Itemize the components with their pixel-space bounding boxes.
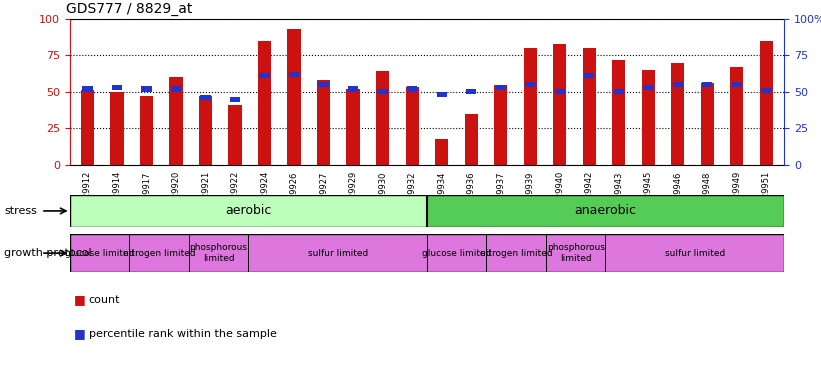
Text: sulfur limited: sulfur limited (665, 249, 725, 258)
Bar (427, 195, 784, 227)
Bar (287, 29, 300, 165)
Bar (112, 85, 122, 90)
Bar (671, 63, 685, 165)
Bar (612, 60, 626, 165)
Text: count: count (89, 295, 120, 305)
Bar (259, 73, 270, 78)
Text: ■: ■ (74, 327, 85, 340)
Bar (494, 85, 507, 165)
Bar (761, 88, 772, 93)
Bar (70, 234, 130, 272)
Bar (427, 234, 487, 272)
Text: ■: ■ (74, 294, 85, 306)
Bar (230, 97, 241, 102)
Bar (189, 234, 249, 272)
Text: growth protocol: growth protocol (4, 248, 92, 258)
Bar (642, 70, 655, 165)
Bar (553, 44, 566, 165)
Bar (486, 234, 546, 272)
Bar (141, 86, 152, 92)
Bar (80, 90, 94, 165)
Bar (546, 234, 606, 272)
Bar (583, 48, 596, 165)
Bar (130, 234, 189, 272)
Bar (524, 48, 537, 165)
Bar (672, 82, 683, 87)
Bar (70, 195, 427, 227)
Bar (613, 89, 624, 94)
Bar (171, 86, 181, 92)
Bar (289, 72, 300, 77)
Bar (346, 89, 360, 165)
Bar (435, 139, 448, 165)
Bar (140, 96, 154, 165)
Text: stress: stress (4, 206, 37, 216)
Bar (437, 92, 447, 98)
Bar (730, 67, 744, 165)
Text: GDS777 / 8829_at: GDS777 / 8829_at (67, 2, 193, 16)
Text: nitrogen limited: nitrogen limited (123, 249, 195, 258)
Bar (732, 82, 742, 87)
Bar (407, 86, 417, 92)
Text: glucose limited: glucose limited (422, 249, 492, 258)
Bar (200, 95, 211, 100)
Bar (378, 89, 388, 94)
Text: phosphorous
limited: phosphorous limited (190, 243, 248, 263)
Bar (199, 96, 212, 165)
Bar (466, 89, 476, 94)
Bar (643, 85, 654, 90)
Text: aerobic: aerobic (225, 204, 272, 218)
Text: phosphorous
limited: phosphorous limited (547, 243, 605, 263)
Text: glucose limited: glucose limited (65, 249, 135, 258)
Bar (584, 73, 594, 78)
Bar (169, 77, 183, 165)
Bar (82, 86, 93, 92)
Text: anaerobic: anaerobic (575, 204, 636, 218)
Bar (406, 87, 419, 165)
Bar (319, 82, 328, 87)
Bar (700, 83, 714, 165)
Bar (228, 105, 241, 165)
Bar (376, 71, 389, 165)
Bar (496, 85, 506, 90)
Bar (248, 234, 427, 272)
Bar (258, 41, 271, 165)
Text: percentile rank within the sample: percentile rank within the sample (89, 329, 277, 339)
Bar (317, 80, 330, 165)
Bar (702, 82, 713, 87)
Bar (759, 41, 773, 165)
Bar (606, 234, 784, 272)
Bar (465, 114, 478, 165)
Bar (110, 92, 124, 165)
Bar (348, 86, 358, 92)
Text: nitrogen limited: nitrogen limited (480, 249, 553, 258)
Bar (554, 89, 565, 94)
Text: sulfur limited: sulfur limited (308, 249, 368, 258)
Bar (525, 82, 535, 87)
